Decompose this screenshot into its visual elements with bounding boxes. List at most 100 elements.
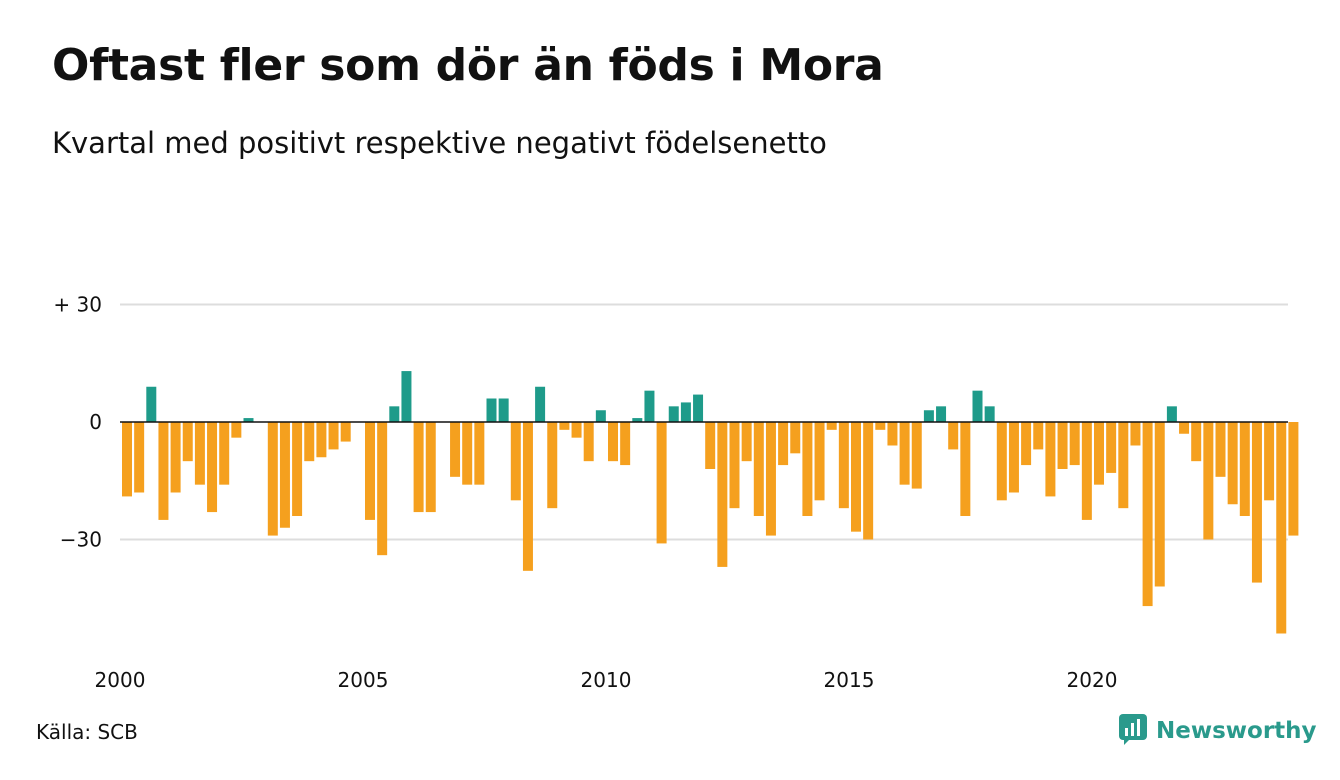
- bar: [279, 422, 290, 528]
- bar: [826, 422, 837, 430]
- chart-title: Oftast fler som dör än föds i Mora: [52, 40, 884, 91]
- bar: [170, 422, 181, 493]
- bar: [948, 422, 959, 450]
- bar: [960, 422, 971, 516]
- brand-name: Newsworthy: [1156, 718, 1317, 744]
- bar: [1069, 422, 1080, 466]
- bar: [936, 406, 947, 422]
- bar: [778, 422, 789, 466]
- x-tick-label: 2020: [1067, 668, 1118, 692]
- bar: [972, 390, 983, 422]
- bar: [851, 422, 861, 532]
- y-tick-label: −30: [60, 528, 102, 552]
- newsworthy-logo-icon: [1118, 713, 1148, 749]
- bar: [146, 386, 157, 422]
- axes: + 30 0 −30 2000 2005 2010 2015 2020: [53, 293, 1288, 692]
- grid-lines: [120, 303, 1288, 541]
- bar: [219, 422, 230, 485]
- bar: [996, 422, 1007, 501]
- source-label: Källa: SCB: [36, 720, 138, 744]
- bar: [1276, 422, 1287, 634]
- bar: [450, 422, 461, 477]
- bar: [765, 422, 776, 536]
- bars: [122, 371, 1299, 634]
- bar: [486, 398, 497, 422]
- bar: [462, 422, 473, 485]
- bar: [1057, 422, 1068, 469]
- bar: [1203, 422, 1214, 540]
- bar: [632, 418, 643, 422]
- bar: [705, 422, 716, 469]
- bar: [231, 422, 242, 438]
- bar: [243, 418, 254, 422]
- bar: [316, 422, 327, 458]
- bar: [1130, 422, 1141, 446]
- bar: [693, 394, 704, 422]
- bar: [984, 406, 995, 422]
- bar: [1094, 422, 1104, 485]
- bar: [1227, 422, 1238, 505]
- bar: [158, 422, 169, 520]
- bar: [1118, 422, 1129, 509]
- bar: [474, 422, 485, 485]
- bar: [122, 422, 132, 497]
- bar: [425, 422, 436, 513]
- bar: [595, 410, 606, 422]
- bar: [1288, 422, 1299, 536]
- bar: [1166, 406, 1177, 422]
- bar: [1081, 422, 1092, 520]
- x-tick-label: 2010: [581, 668, 632, 692]
- x-tick-label: 2005: [338, 668, 389, 692]
- chart-subtitle: Kvartal med positivt respektive negativt…: [52, 126, 827, 160]
- bar: [1045, 422, 1056, 497]
- bar: [292, 422, 303, 516]
- bar: [680, 402, 691, 422]
- bar: [1251, 422, 1262, 583]
- bar: [620, 422, 631, 466]
- bar: [717, 422, 728, 567]
- bar: [608, 422, 618, 462]
- bar: [1142, 422, 1153, 607]
- brand-logo: Newsworthy: [1118, 713, 1317, 749]
- bar: [182, 422, 193, 462]
- bar: [741, 422, 752, 462]
- bar: [401, 371, 412, 422]
- bar: [1033, 422, 1044, 450]
- bar: [668, 406, 679, 422]
- bar: [814, 422, 825, 501]
- bar: [194, 422, 205, 485]
- bar: [328, 422, 339, 450]
- y-tick-label: + 30: [53, 293, 102, 317]
- bar: [571, 422, 582, 438]
- bar: [304, 422, 315, 462]
- bar: [1264, 422, 1275, 501]
- x-tick-label: 2015: [824, 668, 875, 692]
- bar: [1215, 422, 1226, 477]
- bar: [1179, 422, 1190, 434]
- bar: [802, 422, 813, 516]
- bar: [863, 422, 874, 540]
- bar: [790, 422, 801, 454]
- bar: [753, 422, 764, 516]
- bar: [656, 422, 667, 544]
- y-tick-label: 0: [89, 410, 102, 434]
- bar: [365, 422, 375, 520]
- bar: [1154, 422, 1165, 587]
- bar: [1021, 422, 1032, 466]
- bar: [887, 422, 898, 446]
- bar: [1191, 422, 1202, 462]
- bar: [413, 422, 424, 513]
- bar: [535, 386, 546, 422]
- bar: [377, 422, 388, 556]
- bar: [644, 390, 655, 422]
- bar: [729, 422, 740, 509]
- bar: [134, 422, 145, 493]
- bar: [923, 410, 934, 422]
- bar: [510, 422, 521, 501]
- bar: [1106, 422, 1117, 473]
- bar: [340, 422, 351, 442]
- bar: [389, 406, 400, 422]
- bar: [899, 422, 910, 485]
- bar: [559, 422, 570, 430]
